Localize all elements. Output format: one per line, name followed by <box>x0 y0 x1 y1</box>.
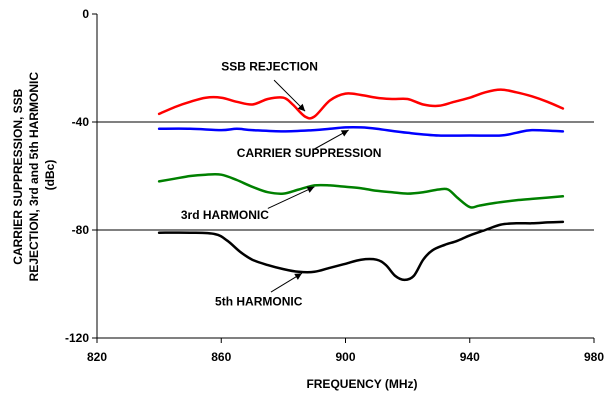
annotation-label: SSB REJECTION <box>221 60 318 74</box>
series-line-carrier-suppression <box>157 126 565 137</box>
x-tick-label: 860 <box>211 350 231 364</box>
annotations: SSB REJECTION CARRIER SUPPRESSION 3rd HARM… <box>181 60 382 309</box>
axes <box>92 13 595 343</box>
series-line-ssb-rejection <box>157 88 565 120</box>
y-tick-label: -80 <box>72 223 90 237</box>
y-axis-title-line-3: (dBc) <box>43 160 57 191</box>
series-group <box>157 88 565 282</box>
annotation-arrowhead <box>294 273 303 280</box>
annotation-arrowhead <box>297 103 306 112</box>
x-axis-title: FREQUENCY (MHz) <box>306 377 417 391</box>
x-tick-label: 900 <box>335 350 355 364</box>
x-tick-label: 980 <box>584 350 604 364</box>
annotation-arrow <box>273 79 306 112</box>
annotation-arrowhead <box>306 186 315 193</box>
series-line-3rd-harmonic <box>157 172 565 209</box>
annotation-arrowhead <box>340 130 349 137</box>
annotation-label: CARRIER SUPPRESSION <box>237 146 382 160</box>
series-line-5th-harmonic <box>157 220 565 282</box>
y-tick-label: -40 <box>72 115 90 129</box>
y-axis-title-line-2: REJECTION, 3rd and 5th HARMONIC <box>27 72 41 282</box>
x-tick-label: 820 <box>87 350 107 364</box>
annotation-arrow <box>267 186 315 209</box>
annotation-label: 5th HARMONIC <box>215 295 303 309</box>
y-axis-title: CARRIER SUPPRESSION, SSB REJECTION, 3rd … <box>11 69 57 282</box>
y-axis-title-line-1: CARRIER SUPPRESSION, SSB <box>11 88 25 264</box>
annotation-label: 3rd HARMONIC <box>181 208 269 222</box>
x-tick-label: 940 <box>460 350 480 364</box>
y-tick-label: -120 <box>65 331 89 345</box>
grid-lines <box>97 121 594 231</box>
y-tick-label: 0 <box>82 7 89 21</box>
tick-labels: 0 -40 -80 -120 820 860 900 940 980 <box>65 7 604 364</box>
